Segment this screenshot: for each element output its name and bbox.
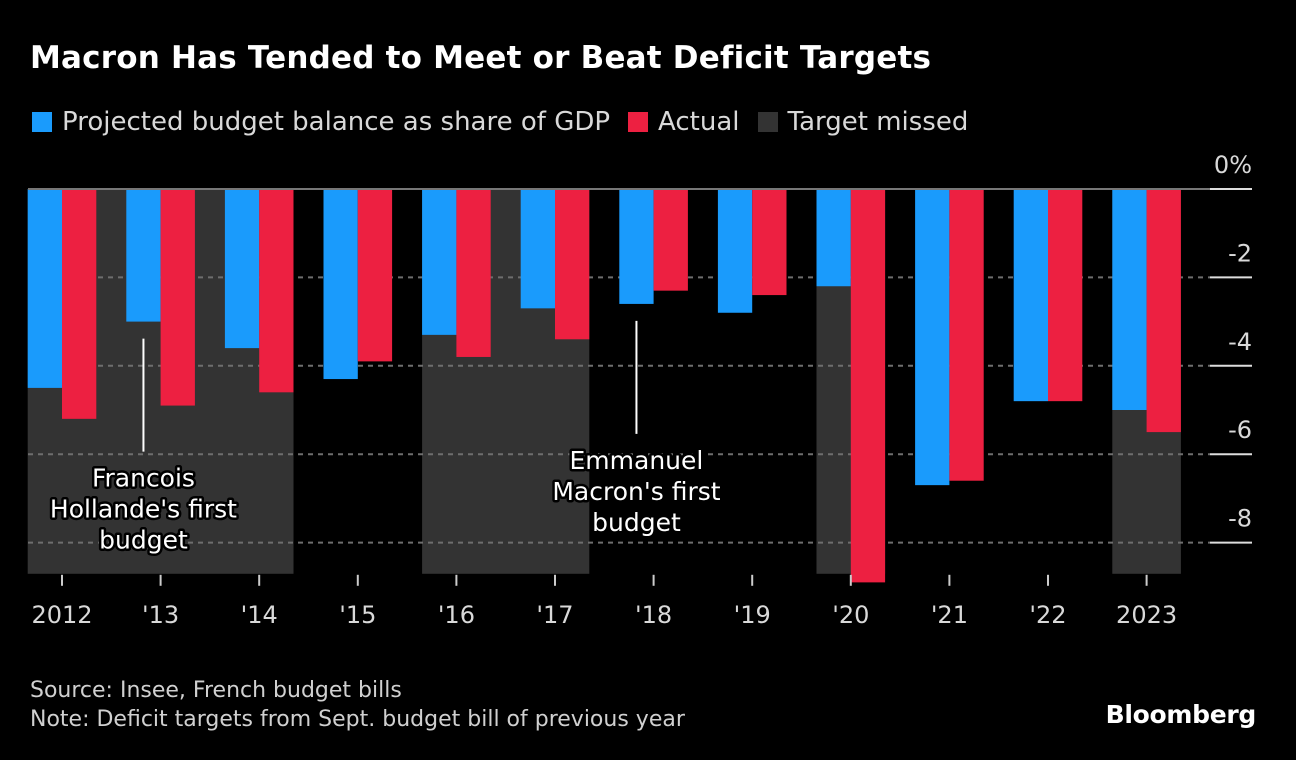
y-axis: 0% -2 -4 -6 -8 — [1210, 151, 1252, 544]
y-tick-label: 0% — [1214, 151, 1252, 179]
source-note: Source: Insee, French budget bills — [30, 678, 402, 703]
actual-bar — [62, 189, 97, 419]
x-tick-label: 2023 — [1116, 601, 1177, 629]
projected-bar — [422, 189, 457, 335]
projected-bar — [520, 189, 555, 309]
actual-bar — [1048, 189, 1083, 402]
x-tick-label: '15 — [339, 601, 376, 629]
legend-item-actual: Actual — [628, 107, 740, 137]
y-tick-label: -8 — [1228, 505, 1252, 533]
legend-swatch-target-missed — [757, 112, 778, 132]
annotation-text: Emmanuel — [570, 446, 704, 475]
legend-label-target-missed: Target missed — [787, 107, 969, 137]
x-tick-label: '22 — [1029, 601, 1066, 629]
footer: Source: Insee, French budget bills Note:… — [30, 676, 685, 734]
actual-bar — [259, 189, 294, 393]
legend-swatch-actual — [628, 112, 649, 132]
projected-bar — [619, 189, 654, 304]
x-tick-label: '20 — [832, 601, 869, 629]
actual-bar — [949, 189, 984, 481]
y-tick-label: -4 — [1228, 328, 1252, 356]
annotation-text: Francois — [92, 464, 195, 493]
projected-bar — [717, 189, 753, 313]
x-tick-label: '19 — [734, 601, 771, 629]
x-tick-label: '21 — [931, 601, 968, 629]
actual-bar — [653, 189, 688, 291]
chart-title: Macron Has Tended to Meet or Beat Defici… — [30, 40, 932, 76]
bloomberg-logo: Bloomberg — [1105, 700, 1257, 729]
x-tick-label: '18 — [635, 601, 672, 629]
annotation-text: budget — [592, 508, 681, 537]
legend: Projected budget balance as share of GDP… — [32, 107, 986, 137]
x-tick-label: '13 — [142, 601, 179, 629]
y-tick-label: -2 — [1228, 239, 1252, 267]
projected-bar — [816, 189, 851, 287]
gridlines — [28, 276, 1210, 544]
x-tick-label: '14 — [241, 601, 278, 629]
legend-label-actual: Actual — [658, 107, 740, 137]
legend-swatch-projected — [32, 112, 52, 132]
annotation-text: budget — [99, 526, 188, 555]
x-tick-label: '16 — [438, 601, 475, 629]
x-tick-label: '17 — [536, 601, 573, 629]
actual-bar — [357, 189, 393, 362]
actual-bar — [752, 189, 787, 296]
footnote: Note: Deficit targets from Sept. budget … — [30, 707, 685, 732]
projected-bar — [323, 189, 358, 380]
projected-bar — [126, 189, 161, 322]
x-axis: 2012 '13 '14 '15 '16 '17 '18 '19 '20 '21 '22 2023 — [31, 574, 1177, 629]
legend-item-target-missed: Target missed — [757, 107, 969, 137]
bars — [27, 189, 1181, 583]
projected-bar — [27, 189, 62, 388]
projected-bar — [915, 189, 950, 486]
x-tick-label: 2012 — [31, 601, 92, 629]
actual-bar — [160, 189, 195, 406]
annotation-text: Macron's first — [552, 477, 720, 506]
actual-bar — [456, 189, 491, 357]
legend-label-projected: Projected budget balance as share of GDP — [62, 107, 611, 137]
projected-bar — [1112, 189, 1147, 410]
actual-bar — [1146, 189, 1181, 433]
legend-item-projected: Projected budget balance as share of GDP — [32, 107, 610, 137]
projected-bar — [224, 189, 260, 349]
projected-bar — [1013, 189, 1048, 402]
actual-bar — [555, 189, 590, 340]
y-tick-label: -6 — [1228, 416, 1252, 444]
actual-bar — [850, 189, 886, 583]
annotation-text: Hollande's first — [50, 495, 237, 524]
